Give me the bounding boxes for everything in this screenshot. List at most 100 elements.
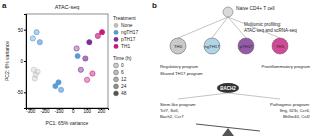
arrow	[228, 17, 246, 38]
legend-entry: ngTH17	[121, 30, 138, 35]
points	[30, 30, 104, 93]
cell-label: TH1	[276, 44, 285, 49]
legend-entry: 12	[121, 77, 127, 82]
point	[90, 71, 95, 76]
cell	[272, 38, 288, 54]
x-axis-title: PC1: 65% variance	[46, 120, 89, 126]
axis-line	[27, 109, 109, 111]
hub	[217, 83, 239, 93]
point	[84, 77, 89, 82]
x-tick: 200	[98, 108, 106, 114]
tick-label: -100	[55, 109, 65, 114]
x-tick: -200	[40, 108, 50, 114]
legend-entry: 0	[121, 63, 124, 68]
seesaw-beam	[196, 124, 260, 131]
legend-entry: 24	[121, 84, 127, 89]
arrow	[228, 93, 280, 99]
tick-mark	[24, 30, 26, 31]
node-label: Naive CD4+ T cell	[236, 6, 275, 11]
y-tick: 50	[18, 28, 26, 33]
legend-swatch	[114, 91, 119, 96]
y-axis: -50 0 50	[16, 15, 26, 109]
cell-label: pTH17	[240, 44, 254, 49]
program-detail: Pathogenic program:	[270, 102, 310, 107]
y-axis-title: PC2: 6% variance	[4, 41, 10, 81]
note: ATAC-seq and scRNA-seq	[244, 28, 297, 33]
point	[32, 76, 37, 81]
arrow	[178, 93, 228, 99]
cell	[204, 38, 220, 54]
program-detail: Stem-like program:	[160, 102, 196, 107]
point	[74, 46, 79, 51]
program: Proinflammatory program	[262, 64, 311, 69]
legend-title: Time (h)	[113, 55, 132, 61]
legend-title: Treatment	[113, 15, 136, 21]
panel-label: a	[2, 1, 7, 10]
cell	[223, 7, 233, 17]
point	[35, 69, 40, 74]
point	[37, 40, 42, 45]
point	[83, 56, 88, 61]
legend-entry: 48	[121, 91, 127, 96]
cell-label: TH0	[174, 44, 183, 49]
chart-title: ATAC-seq	[55, 4, 80, 10]
note: Multiomic profiling:	[244, 22, 281, 27]
tick-label: 50	[18, 28, 24, 33]
point	[30, 36, 35, 41]
arrow	[228, 17, 280, 38]
point	[34, 30, 39, 35]
point	[56, 80, 61, 85]
legend-swatch	[114, 63, 119, 68]
tick-label: 0	[72, 109, 75, 114]
seesaw-pivot	[222, 128, 234, 136]
cell	[238, 38, 254, 54]
hub-label: BACH2	[220, 86, 236, 91]
figure: a b ATAC-seq -300 -200 -100 0 100 200 -50 0 50 PC1: …	[0, 0, 312, 138]
program: Shared TH17 program	[160, 71, 203, 76]
x-tick: -300	[26, 108, 36, 114]
tick-label: -300	[26, 109, 36, 114]
axis-line	[24, 15, 27, 109]
x-axis: -300 -200 -100 0 100 200	[26, 108, 108, 114]
legend-swatch	[114, 84, 119, 89]
point	[95, 33, 100, 38]
legend-entry: None	[121, 23, 133, 28]
x-tick: 100	[84, 108, 92, 114]
arrow	[178, 17, 228, 38]
diagram: Naive CD4+ T cell Multiomic profiling:ATA…	[160, 6, 311, 136]
legend-swatch	[114, 77, 119, 82]
legend-swatch	[114, 44, 119, 49]
program-detail: Bach2, Ccr7	[160, 114, 184, 119]
cell	[170, 38, 186, 54]
tick-mark	[24, 61, 26, 62]
point	[75, 53, 80, 58]
panel-label: b	[152, 1, 157, 10]
y-tick: 0	[20, 59, 26, 64]
program-detail: Tcf7, Sell,	[160, 108, 179, 113]
tick-label: 0	[20, 59, 23, 64]
point	[78, 67, 83, 72]
legend-entry: 6	[121, 70, 124, 75]
legend-entry: pTH17	[121, 37, 136, 42]
cell-label: ngTH17	[204, 44, 220, 49]
legend-swatch	[114, 70, 119, 75]
legend-entry: TH1	[121, 44, 130, 49]
point	[99, 30, 104, 35]
program: Regulatory program	[160, 64, 198, 69]
plot-frame	[26, 14, 108, 108]
tick-label: -50	[16, 90, 23, 95]
legend-swatch	[114, 37, 119, 42]
arrow	[212, 17, 228, 38]
tick-mark	[24, 92, 26, 93]
tick-label: 100	[84, 109, 92, 114]
legend-swatch	[114, 23, 119, 28]
legend-swatch	[114, 30, 119, 35]
point	[58, 87, 63, 92]
program-detail: Ifng, Il23r, Ccr6,	[280, 108, 310, 113]
tick-label: 200	[98, 109, 106, 114]
program-detail: Bhlhe40, Csf2	[283, 114, 311, 119]
tick-label: -200	[40, 109, 50, 114]
y-tick: -50	[16, 90, 26, 95]
x-tick: -100	[55, 108, 65, 114]
x-tick: 0	[72, 108, 75, 114]
